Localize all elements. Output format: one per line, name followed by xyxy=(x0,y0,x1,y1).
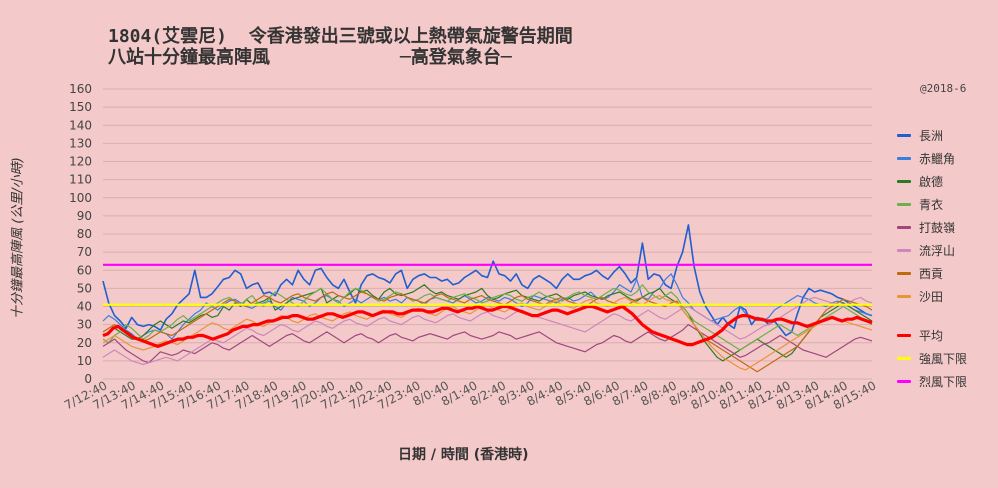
y-tick-label: 80 xyxy=(77,227,92,241)
legend-swatch xyxy=(897,295,911,298)
y-tick-label: 110 xyxy=(69,173,92,187)
y-tick-label: 60 xyxy=(77,263,92,277)
series-line xyxy=(102,296,873,366)
y-tick-label: 130 xyxy=(69,136,92,150)
y-tick-label: 30 xyxy=(77,318,92,332)
legend-item: 赤鱲角 xyxy=(897,147,967,170)
legend-item: 沙田 xyxy=(897,285,967,308)
legend-item: 西貢 xyxy=(897,262,967,285)
legend-swatch xyxy=(897,157,911,160)
title-line-2: 八站十分鐘最高陣風 ─高登氣象台─ xyxy=(108,47,512,68)
series-line xyxy=(102,284,873,362)
legend-item: 流浮山 xyxy=(897,239,967,262)
series-line xyxy=(102,284,873,351)
series-line xyxy=(102,291,873,373)
y-tick-label: 20 xyxy=(77,336,92,350)
chart-title: 1804(艾雲尼) 令香港發出三號或以上熱帶氣旋警告期間 八站十分鐘最高陣風 ─… xyxy=(108,26,573,68)
y-tick-label: 120 xyxy=(69,155,92,169)
series-line xyxy=(102,224,873,337)
legend-label: 啟德 xyxy=(919,175,944,189)
legend-swatch xyxy=(897,357,911,360)
legend-swatch xyxy=(897,380,911,383)
legend-label: 平均 xyxy=(919,329,944,343)
y-tick-label: 160 xyxy=(69,82,92,96)
legend-item: 強風下限 xyxy=(897,347,967,370)
y-tick-label: 140 xyxy=(69,118,92,132)
legend-label: 長洲 xyxy=(919,129,944,143)
series-line xyxy=(102,304,873,348)
series-line xyxy=(102,324,873,364)
legend-label: 沙田 xyxy=(919,290,944,304)
y-tick-label: 0 xyxy=(84,372,92,386)
legend-swatch xyxy=(897,249,911,252)
y-tick-label: 50 xyxy=(77,281,92,295)
y-tick-label: 40 xyxy=(77,300,92,314)
x-axis-label: 日期 / 時間 (香港時) xyxy=(398,447,529,463)
legend: 長洲赤鱲角啟德青衣打鼓嶺流浮山西貢沙田平均強風下限烈風下限 xyxy=(897,124,967,393)
legend-item: 烈風下限 xyxy=(897,370,967,393)
watermark-text: @2018-6 xyxy=(920,82,967,95)
legend-item: 打鼓嶺 xyxy=(897,216,967,239)
legend-swatch xyxy=(897,334,911,337)
legend-swatch xyxy=(897,180,911,183)
y-tick-label: 150 xyxy=(69,100,92,114)
legend-swatch xyxy=(897,134,911,137)
legend-item: 啟德 xyxy=(897,170,967,193)
legend-item: 長洲 xyxy=(897,124,967,147)
legend-swatch xyxy=(897,272,911,275)
y-tick-label: 90 xyxy=(77,209,92,223)
legend-label: 西貢 xyxy=(919,267,944,281)
legend-label: 流浮山 xyxy=(919,244,956,258)
legend-item: 平均 xyxy=(897,324,967,347)
y-tick-label: 70 xyxy=(77,245,92,259)
legend-label: 青衣 xyxy=(919,198,944,212)
legend-label: 強風下限 xyxy=(919,352,968,366)
legend-label: 打鼓嶺 xyxy=(919,221,956,235)
legend-swatch xyxy=(897,203,911,206)
legend-item: 青衣 xyxy=(897,193,967,216)
y-tick-label: 100 xyxy=(69,191,92,205)
legend-label: 烈風下限 xyxy=(919,375,968,389)
legend-swatch xyxy=(897,226,911,229)
y-tick-label: 10 xyxy=(77,354,92,368)
title-line-1: 1804(艾雲尼) 令香港發出三號或以上熱帶氣旋警告期間 xyxy=(108,26,573,47)
legend-label: 赤鱲角 xyxy=(919,152,956,166)
